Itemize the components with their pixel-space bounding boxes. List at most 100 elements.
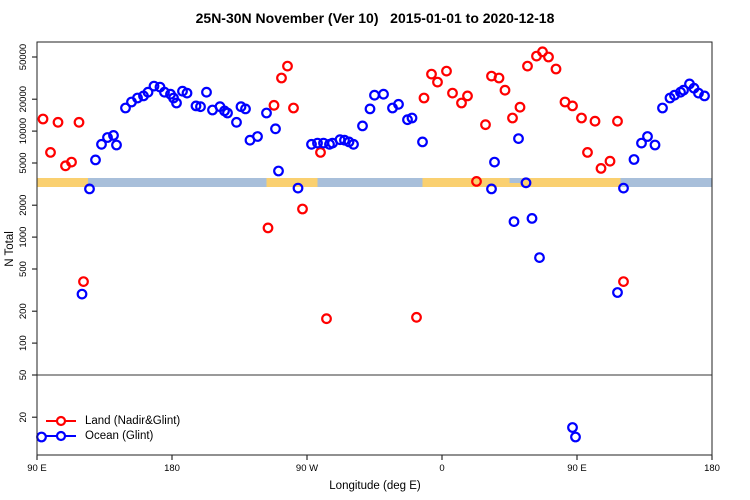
ocean-point [357, 120, 368, 132]
x-tick-label: 0 [439, 463, 444, 474]
ocean-point [102, 132, 113, 143]
land-point [537, 46, 548, 58]
ocean-point [612, 287, 623, 298]
ocean-point [240, 103, 251, 115]
ocean-point [513, 133, 524, 145]
ocean-point [190, 100, 202, 112]
ocean-point [90, 154, 101, 166]
ocean-point [489, 156, 500, 168]
surface-band-ocean [88, 178, 267, 187]
ocean-point [534, 252, 545, 264]
surface-band-ocean [620, 178, 712, 187]
land-point [288, 102, 299, 114]
surface-band-land [266, 178, 318, 187]
land-point [480, 119, 491, 131]
land-point [432, 76, 443, 88]
ocean-point [486, 183, 497, 195]
ocean-point [111, 139, 122, 151]
ocean-point [36, 431, 47, 443]
y-tick-label: 100 [18, 335, 29, 351]
land-point [589, 115, 601, 127]
land-point [45, 146, 56, 158]
land-point [522, 60, 533, 72]
ocean-point [657, 102, 668, 114]
ocean-point [508, 216, 520, 228]
land-point [499, 84, 511, 96]
land-point [462, 90, 473, 102]
surface-band-land [37, 178, 88, 187]
land-point [550, 63, 562, 75]
legend-circle-ocean [55, 430, 67, 442]
land-point [618, 276, 629, 288]
ocean-point [148, 80, 160, 92]
ocean-point [142, 86, 154, 98]
land-point [471, 175, 482, 187]
ocean-point [526, 212, 538, 224]
land-point [78, 276, 89, 288]
ocean-point [628, 154, 640, 165]
land-point [426, 68, 437, 80]
ocean-point [570, 431, 581, 443]
ocean-point [693, 87, 704, 99]
ocean-point [222, 107, 233, 119]
ocean-point [306, 138, 317, 150]
ocean-point [108, 129, 119, 141]
land-point [447, 87, 458, 99]
y-tick-label: 50000 [18, 44, 29, 70]
plot-border [36, 41, 713, 456]
ocean-point [417, 136, 428, 148]
land-point [493, 72, 505, 84]
x-tick-label: 180 [704, 463, 720, 474]
ocean-point [96, 138, 107, 150]
land-point [411, 311, 422, 323]
ocean-point [678, 84, 689, 96]
ocean-point [159, 86, 170, 98]
y-tick-label: 20000 [18, 86, 29, 112]
land-point [297, 203, 308, 215]
legend-label-land: Land (Nadir&Glint) [85, 415, 181, 427]
ocean-point [261, 107, 272, 119]
land-point [66, 156, 77, 168]
ocean-point [636, 137, 647, 149]
ocean-point [393, 98, 404, 110]
legend-item-ocean: Ocean (Glint) [46, 429, 153, 443]
ocean-point [132, 92, 143, 104]
surface-band-ocean [317, 178, 423, 187]
land-point [604, 155, 616, 167]
ocean-point [84, 183, 95, 195]
y-axis-title: N Total [4, 231, 16, 267]
ocean-point [231, 116, 242, 128]
land-point [543, 51, 554, 63]
chart-title: 25N-30N November (Ver 10) 2015-01-01 to … [195, 10, 555, 26]
land-point [612, 115, 623, 127]
y-tick-label: 500 [18, 261, 29, 277]
land-point [321, 313, 332, 325]
y-tick-label: 1000 [18, 227, 29, 248]
ocean-point [348, 138, 359, 150]
land-point [418, 92, 430, 104]
land-point [268, 99, 280, 111]
ocean-point [292, 182, 304, 194]
y-tick-label: 20 [18, 412, 29, 423]
x-tick-label: 90 E [567, 463, 587, 474]
x-tick-label: 90 E [27, 463, 47, 474]
land-point [507, 112, 518, 124]
land-point [595, 162, 607, 174]
y-tick-label: 200 [18, 303, 29, 319]
ocean-legend-symbol-icon [46, 430, 76, 442]
reference-line [37, 374, 712, 376]
land-point [52, 116, 64, 128]
legend-label-ocean: Ocean (Glint) [85, 430, 154, 442]
ocean-point [171, 97, 182, 109]
land-point [456, 97, 467, 109]
y-tick-label: 10000 [18, 118, 29, 144]
y-tick-label: 50 [18, 370, 29, 381]
land-point [576, 112, 587, 124]
ocean-point [195, 101, 206, 113]
ocean-point [364, 103, 376, 115]
ocean-point [642, 131, 653, 142]
legend-item-land: Land (Nadir&Glint) [46, 414, 180, 428]
y-tick-label: 2000 [18, 195, 29, 216]
ocean-point [312, 137, 323, 149]
